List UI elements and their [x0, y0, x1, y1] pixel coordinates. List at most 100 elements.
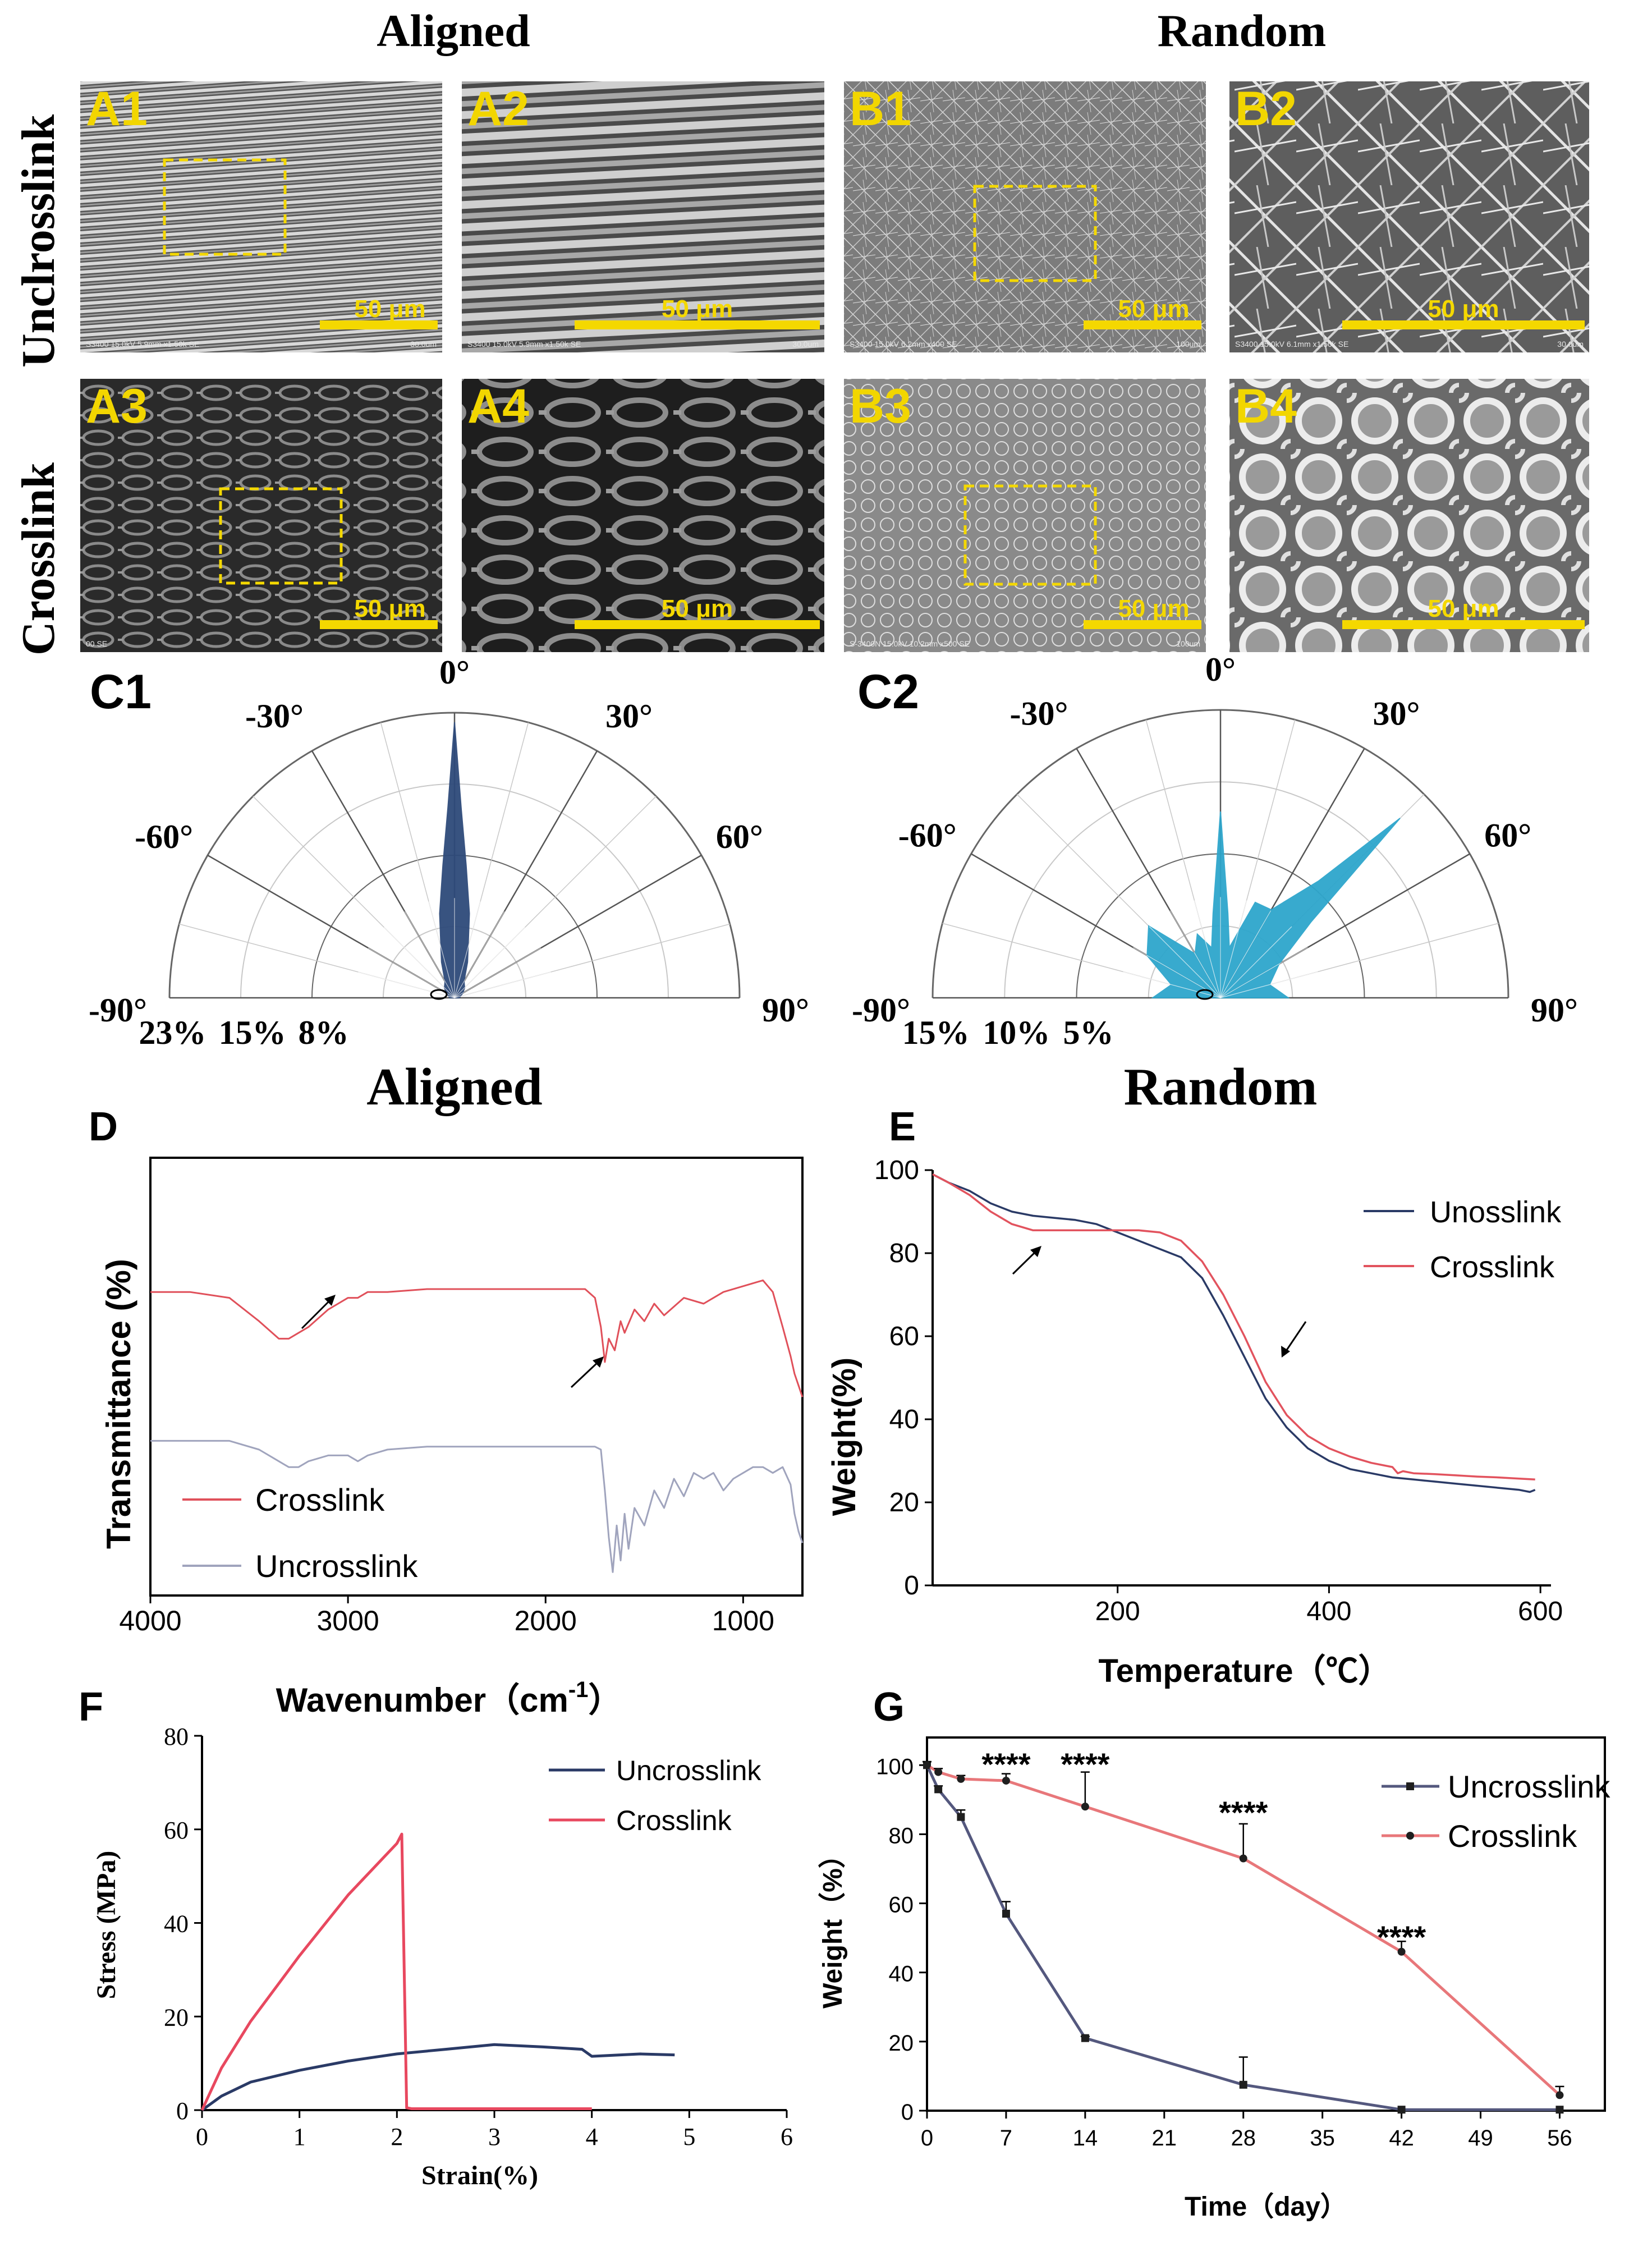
- polar-angle-label: 90°: [1531, 992, 1578, 1029]
- polar-ring-label: 10%: [983, 1014, 1050, 1051]
- data-point: [1002, 1910, 1010, 1918]
- y-tick-label: 60: [889, 1322, 919, 1351]
- polar-inner-spoke: [383, 927, 455, 998]
- series-line-crosslink: [200, 1832, 592, 2111]
- x-tick-label: 4000: [119, 1605, 181, 1636]
- y-tick-label: 40: [164, 1910, 189, 1938]
- legend-label: Unosslink: [1430, 1195, 1562, 1229]
- data-point: [1002, 1776, 1010, 1785]
- polar-origin-marker: [1196, 989, 1214, 1000]
- x-axis-label: Strain(%): [421, 2161, 538, 2190]
- x-axis-label: Temperature（℃）: [1098, 1653, 1391, 1689]
- sem-panel-B4: B4 50 μm: [1229, 379, 1589, 652]
- polar-inner-spoke: [454, 947, 542, 998]
- scale-bar: [1342, 620, 1585, 629]
- sem-scale-caption: 100um: [1176, 340, 1200, 349]
- polar-plot-aligned: C1 -90° -60° -30° 0° 30° 60° 90° 23% 15% 8% Aligned: [89, 654, 809, 1116]
- polar-plot-random: C2 -90° -60° -30° 0° 30° 60° 90° 15% 10% 5% Random: [852, 651, 1578, 1116]
- x-tick-label: 1: [293, 2123, 306, 2151]
- panel-letter: C1: [90, 665, 152, 719]
- annotation-arrowhead: [324, 1295, 336, 1306]
- zoom-region-box: [973, 185, 1097, 282]
- x-tick-label: 6: [781, 2123, 793, 2151]
- x-tick-label: 0: [921, 2126, 933, 2151]
- polar-angle-label: -60°: [898, 817, 957, 854]
- x-tick-label: 0: [196, 2123, 208, 2151]
- annotation-arrow: [570, 1360, 600, 1388]
- polar-inner-spoke: [1123, 971, 1221, 998]
- polar-angle-label: -90°: [89, 992, 147, 1029]
- y-tick-label: 80: [889, 1239, 919, 1268]
- polar-angle-label: 60°: [1484, 817, 1531, 854]
- tga-chart: 200 400 600 0 20 40 60 80 100 Unosslink Crosslink W…: [826, 1156, 1563, 1689]
- x-tick-label: 49: [1468, 2126, 1493, 2151]
- data-point: [957, 1813, 965, 1821]
- y-tick-label: 0: [176, 2097, 189, 2125]
- polar-ring-label: 15%: [902, 1014, 970, 1051]
- legend-label: Uncrosslink: [255, 1548, 418, 1584]
- sem-panel-label: A4: [467, 379, 529, 433]
- data-point: [923, 1761, 931, 1769]
- significance-marker: ****: [1219, 1795, 1268, 1830]
- legend-marker: [1406, 1832, 1414, 1840]
- x-tick-label: 3: [488, 2123, 501, 2151]
- x-tick-label: 3000: [317, 1605, 379, 1636]
- polar-angle-label: 90°: [762, 992, 809, 1029]
- polar-rose-area: [439, 722, 470, 998]
- legend-label: Uncrosslink: [1448, 1769, 1610, 1804]
- sem-panel-label: B4: [1235, 379, 1297, 433]
- y-tick-label: 0: [901, 2100, 914, 2125]
- polar-inner-spoke: [1220, 971, 1318, 998]
- sem-panel-label: B2: [1235, 82, 1297, 136]
- polar-angle-label: 30°: [605, 698, 653, 735]
- polar-inner-spoke: [428, 901, 455, 998]
- sem-panel-label: B3: [850, 379, 911, 433]
- scale-bar-label: 50 μm: [354, 295, 425, 323]
- polar-inner-spoke: [454, 927, 526, 998]
- legend-label: Crosslink: [616, 1805, 732, 1836]
- sem-caption: S-3400N 15.0kV 10.2mm x500 SE: [850, 639, 970, 648]
- polar-rose-area: [1146, 811, 1401, 998]
- data-point: [957, 1775, 965, 1783]
- data-point: [1555, 2106, 1564, 2114]
- polar-ring-label: 23%: [139, 1014, 206, 1051]
- series-line-uncrosslink: [201, 2043, 675, 2112]
- annotation-arrowhead: [593, 1356, 604, 1368]
- column-header-aligned: Aligned: [377, 5, 530, 56]
- annotation-arrowhead: [1281, 1346, 1290, 1358]
- x-tick-label: 14: [1073, 2126, 1098, 2151]
- sem-panel-label: A1: [86, 82, 148, 136]
- legend-label: Crosslink: [1448, 1818, 1577, 1854]
- scale-bar-label: 50 μm: [662, 595, 733, 622]
- sem-panel-B2: B2 50 μm S3400 15.0kV 6.1mm x1.50k SE 30.0u…: [1229, 81, 1589, 352]
- y-axis-label: Stress (MPa): [91, 1851, 121, 1999]
- y-tick-label: 100: [876, 1754, 914, 1779]
- x-tick-label: 5: [683, 2123, 695, 2151]
- polar-inner-spoke: [1169, 910, 1221, 998]
- sem-image-grid: A1 50 μm S3400 15.0kV 5.9mm x1.50k SE 30.0u…: [80, 81, 1589, 652]
- polar-inner-spoke: [1220, 947, 1308, 998]
- degradation-chart: 0 7 14 21 28 35 42 49 56 0 20 40 60 80 100 Uncrosslink C…: [818, 1736, 1610, 2222]
- data-point: [1239, 2080, 1247, 2089]
- sem-image: [844, 379, 1206, 652]
- polar-inner-spoke: [454, 901, 481, 998]
- data-point: [1555, 2091, 1564, 2099]
- scale-bar-label: 50 μm: [354, 595, 425, 622]
- sem-caption: S3400 15.0kV 6.2mm x400 SE: [850, 340, 957, 349]
- y-tick-label: 80: [889, 1823, 914, 1848]
- zoom-region-box: [163, 158, 287, 256]
- polar-angle-label: -30°: [245, 698, 304, 735]
- y-tick-label: 60: [889, 1893, 914, 1918]
- annotation-arrow: [301, 1298, 332, 1329]
- series-line-crosslink: [932, 1173, 1535, 1481]
- legend-label: Uncrosslink: [616, 1755, 761, 1786]
- polar-angle-label: 60°: [716, 818, 763, 855]
- scale-bar-label: 50 μm: [1118, 595, 1189, 622]
- scale-bar-label: 50 μm: [1428, 595, 1499, 622]
- polar-inner-spoke: [1220, 926, 1292, 998]
- polar-inner-spoke: [358, 971, 455, 998]
- polar-angle-label: 30°: [1373, 695, 1420, 732]
- sem-image: [1229, 81, 1589, 352]
- legend-label: Crosslink: [255, 1482, 385, 1517]
